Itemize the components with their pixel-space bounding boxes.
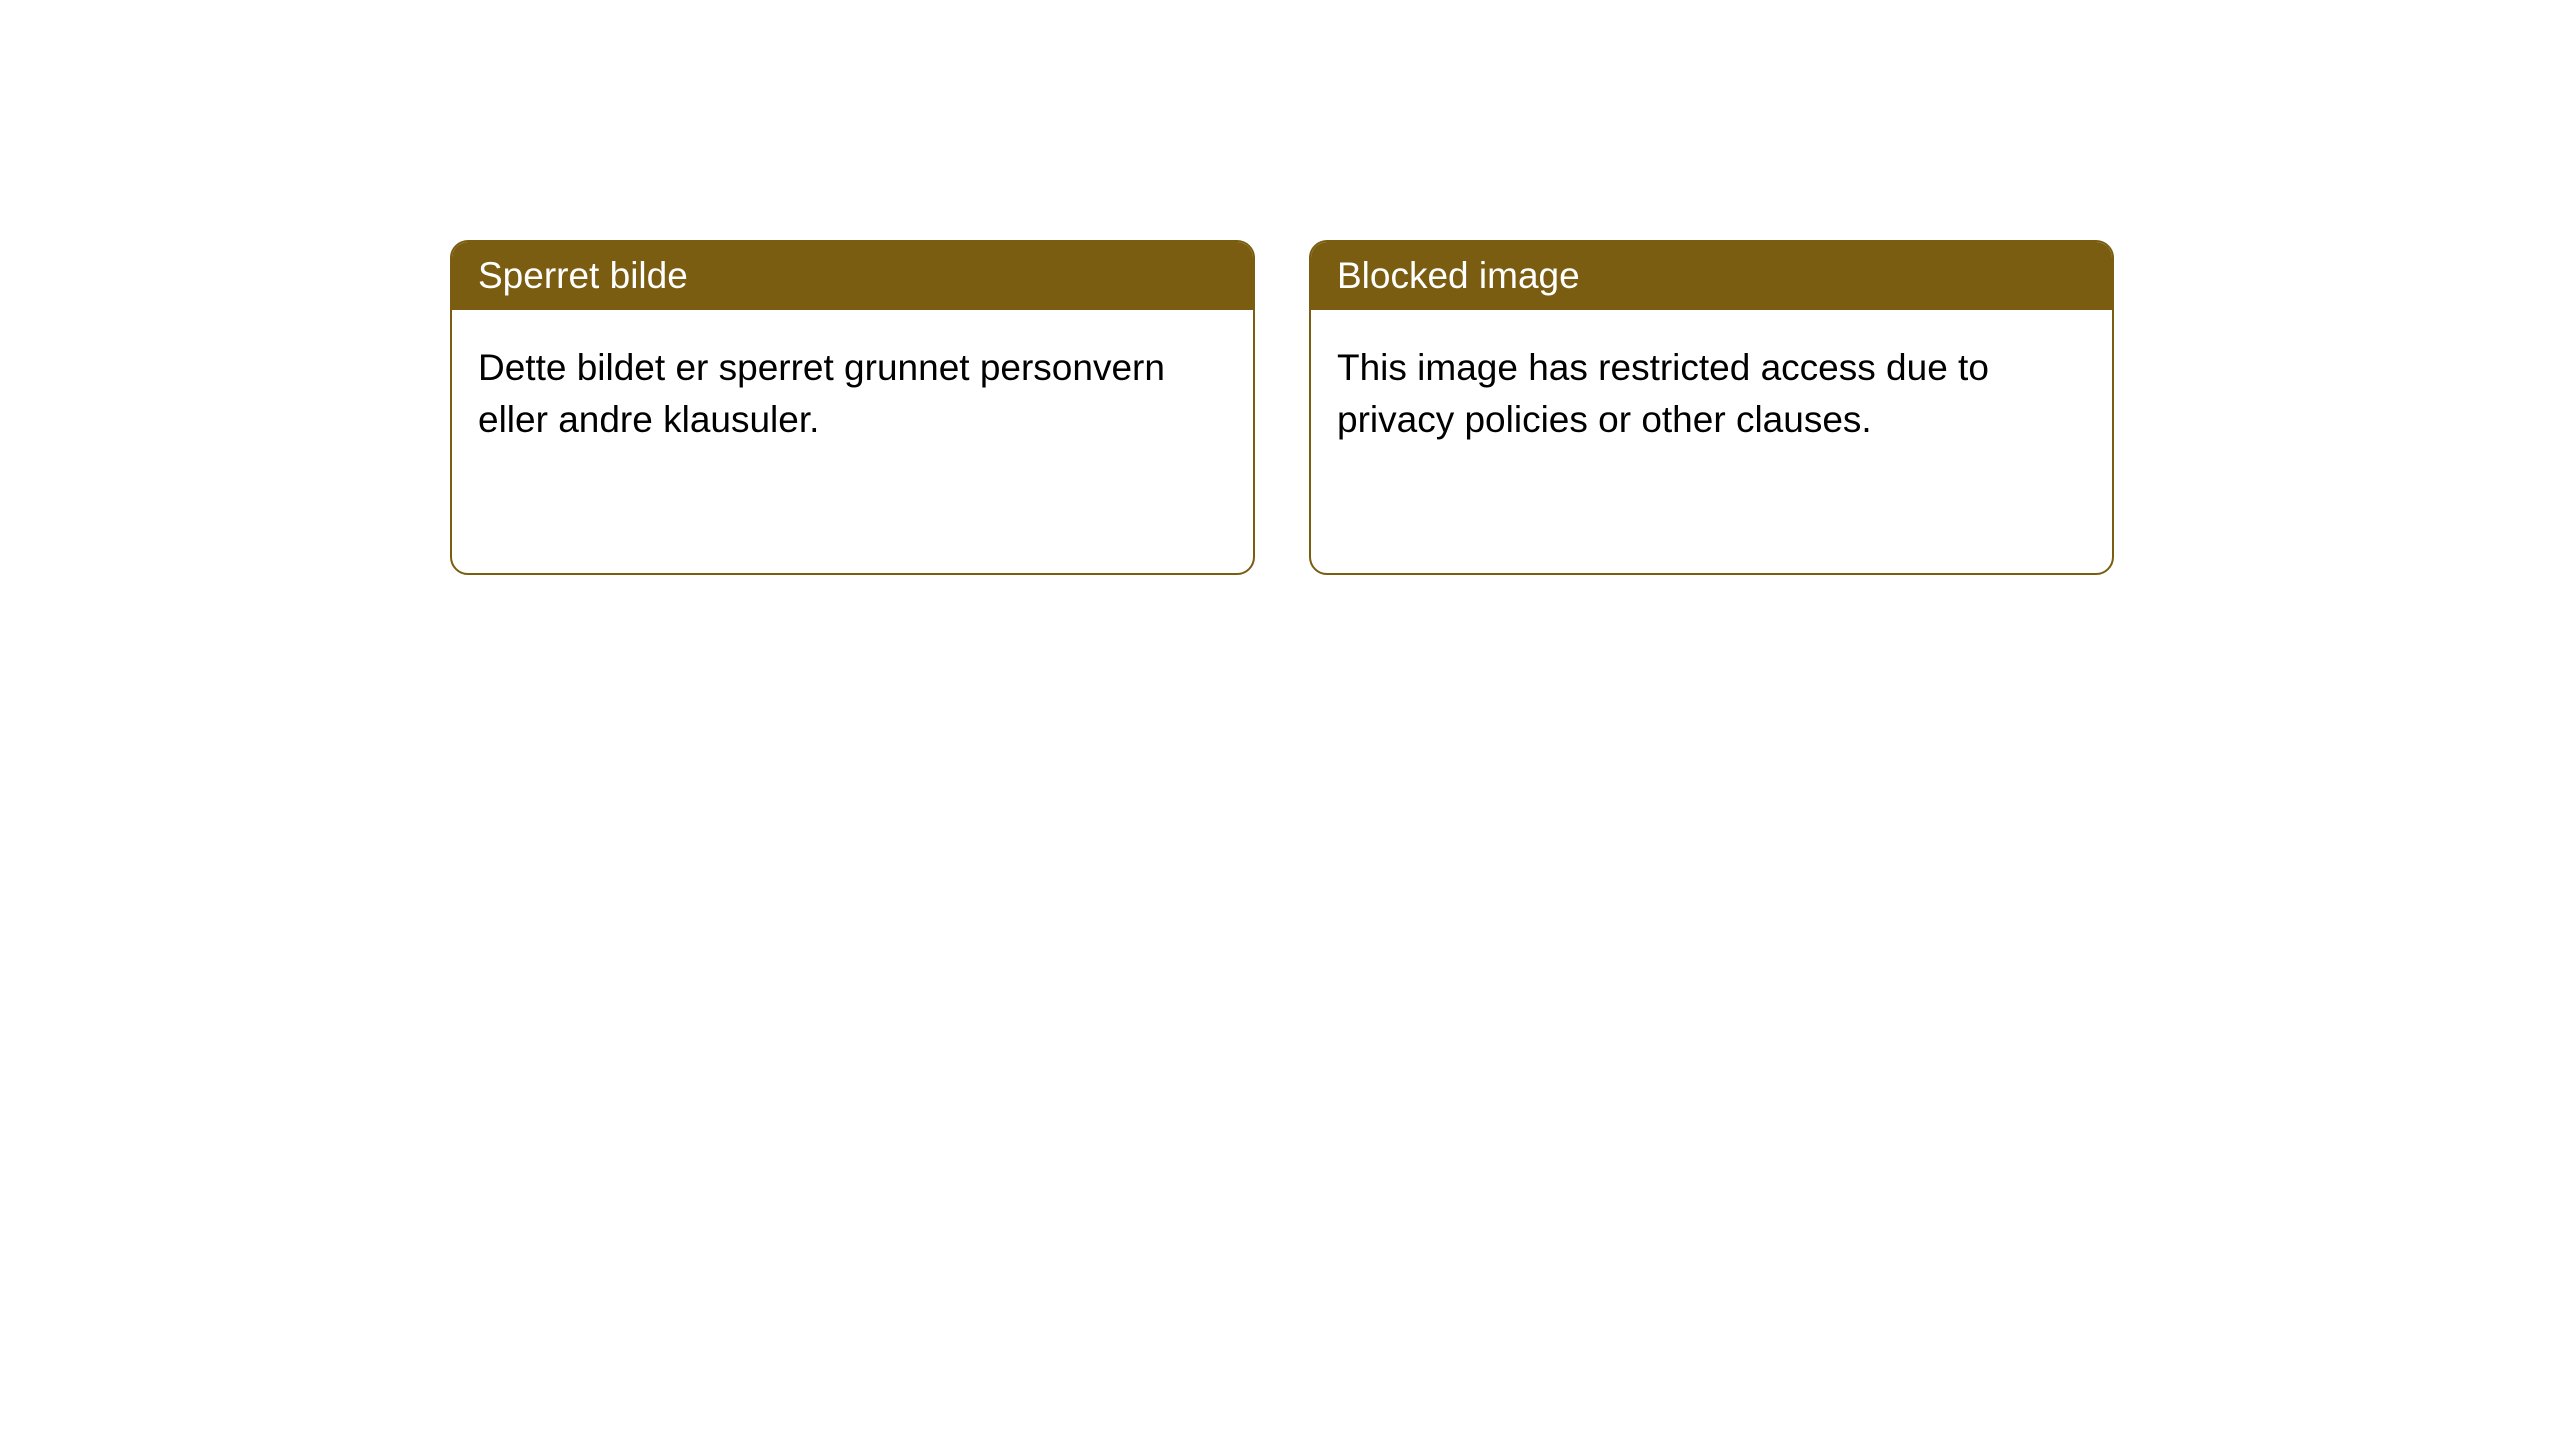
notice-card-title: Sperret bilde: [452, 242, 1253, 310]
notice-card-body: This image has restricted access due to …: [1311, 310, 2112, 478]
notice-card-body: Dette bildet er sperret grunnet personve…: [452, 310, 1253, 478]
notice-card-english: Blocked image This image has restricted …: [1309, 240, 2114, 575]
notice-card-title: Blocked image: [1311, 242, 2112, 310]
notice-card-norwegian: Sperret bilde Dette bildet er sperret gr…: [450, 240, 1255, 575]
notice-cards-container: Sperret bilde Dette bildet er sperret gr…: [0, 0, 2560, 575]
